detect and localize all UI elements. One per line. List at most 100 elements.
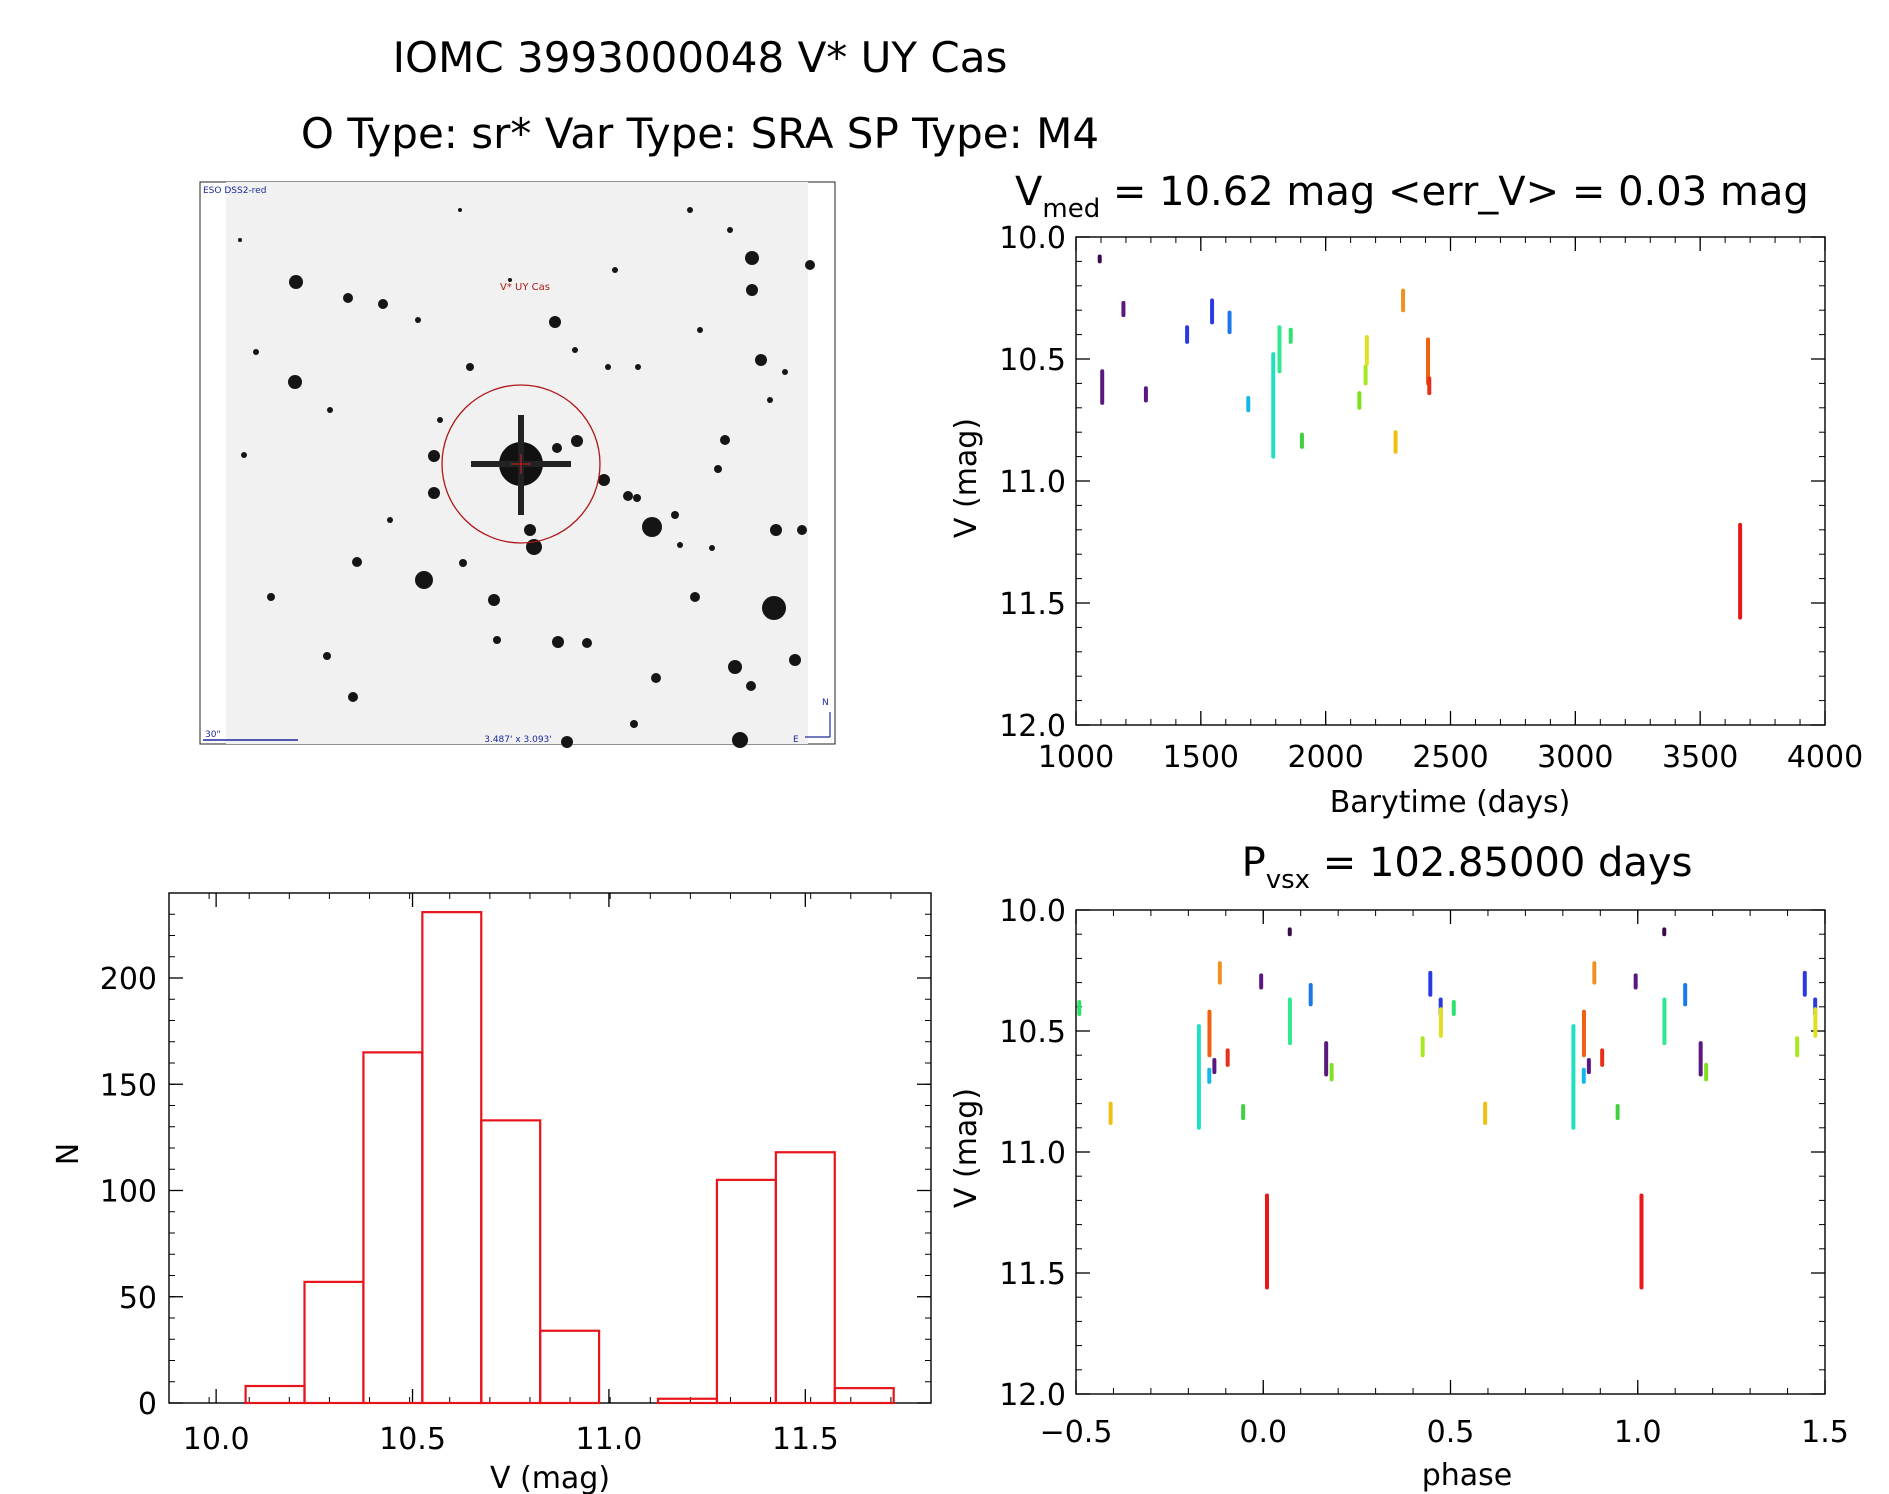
sky-star: [437, 417, 443, 423]
compass-north-label: N: [822, 698, 829, 708]
sky-star: [582, 638, 592, 648]
sky-star: [415, 317, 421, 323]
sky-star: [687, 207, 693, 213]
sky-star: [789, 654, 801, 666]
sky-star: [709, 545, 715, 551]
histogram-chart: V (mag) N 10.0 10.5 11.0 11.5 0 50 100 150 200: [51, 892, 932, 1494]
sky-star: [323, 652, 331, 660]
histogram-bar: [774, 1151, 836, 1405]
phased-xtick-label: 1.0: [1614, 1415, 1662, 1450]
sky-star: [605, 364, 611, 370]
lightcurve-xtick-label: 1000: [1038, 740, 1114, 775]
histogram-bar: [362, 1051, 424, 1405]
sky-star: [633, 494, 641, 502]
sky-star: [732, 732, 748, 748]
histogram-axes-frame: [168, 892, 932, 1404]
phased-ytick-label: 11.5: [999, 1257, 1066, 1292]
phased-title-rest: = 102.85000 days: [1310, 840, 1692, 886]
histogram-xtick-label: 11.5: [772, 1422, 839, 1457]
sky-star: [549, 316, 561, 328]
histogram-xlabel: V (mag): [490, 1461, 610, 1494]
phased-axes-frame: [1075, 909, 1826, 1395]
sky-star: [428, 450, 440, 462]
phased-chart: Pvsx = 102.85000 days phase V (mag) −0.5…: [949, 840, 1849, 1493]
lightcurve-xtick-label: 3000: [1537, 740, 1613, 775]
sky-star: [238, 238, 242, 242]
sky-star: [635, 364, 641, 370]
histogram-xtick-label: 10.0: [183, 1422, 250, 1457]
phased-xtick-label: 1.5: [1801, 1415, 1849, 1450]
sky-star: [552, 636, 564, 648]
lightcurve-ytick-label: 10.0: [999, 221, 1066, 256]
histogram-ytick-label: 0: [138, 1387, 157, 1422]
sky-star: [387, 517, 393, 523]
histogram-ytick-label: 50: [119, 1281, 157, 1316]
sky-star: [746, 284, 758, 296]
sky-star: [378, 299, 388, 309]
sky-star: [770, 524, 782, 536]
lightcurve-xtick-label: 2500: [1412, 740, 1488, 775]
histogram-xtick-label: 10.5: [379, 1422, 446, 1457]
fov-label: 3.487' x 3.093': [484, 735, 552, 745]
phased-title-main: P: [1242, 840, 1266, 886]
sky-star: [714, 465, 722, 473]
phased-xtick-label: −0.5: [1040, 1415, 1113, 1450]
phased-ylabel: V (mag): [949, 1088, 984, 1208]
sky-star: [241, 452, 247, 458]
histogram-bar: [833, 1387, 895, 1405]
lightcurve-title: Vmed = 10.62 mag <err_V> = 0.03 mag: [1015, 169, 1809, 224]
sky-star: [459, 559, 467, 567]
phased-title: Pvsx = 102.85000 days: [1242, 840, 1693, 895]
sky-star: [289, 275, 303, 289]
sky-star: [253, 349, 259, 355]
sky-star: [623, 491, 633, 501]
histogram-bar: [715, 1178, 777, 1405]
lightcurve-title-sub: med: [1042, 194, 1100, 224]
sky-star: [727, 227, 733, 233]
sky-star: [671, 511, 679, 519]
histogram-bar: [421, 911, 483, 1405]
lightcurve-xlabel: Barytime (days): [1330, 785, 1571, 820]
sky-star: [697, 327, 703, 333]
histogram-ytick-label: 150: [100, 1068, 157, 1103]
lightcurve-chart: Vmed = 10.62 mag <err_V> = 0.03 mag Bary…: [949, 169, 1863, 820]
sky-star: [493, 636, 501, 644]
sky-star: [488, 594, 500, 606]
phased-title-sub: vsx: [1266, 865, 1310, 895]
sky-star: [561, 736, 573, 748]
sky-star: [797, 525, 807, 535]
lightcurve-title-rest: = 10.62 mag <err_V> = 0.03 mag: [1100, 169, 1809, 215]
phased-ytick-label: 12.0: [999, 1378, 1066, 1413]
lightcurve-xtick-label: 2000: [1287, 740, 1363, 775]
lightcurve-ylabel: V (mag): [949, 418, 984, 538]
phased-ytick-label: 10.5: [999, 1015, 1066, 1050]
histogram-xtick-label: 11.0: [576, 1422, 643, 1457]
sky-star-field: [238, 207, 815, 748]
compass-east-label: E: [793, 735, 799, 745]
histogram-bar: [656, 1397, 719, 1405]
histogram-bar: [303, 1280, 365, 1405]
lightcurve-xtick-label: 3500: [1662, 740, 1738, 775]
target-marker: [441, 384, 601, 544]
lightcurve-axes-frame: [1075, 236, 1826, 726]
sky-star: [690, 592, 700, 602]
sky-star: [755, 354, 767, 366]
sky-star: [612, 267, 618, 273]
sky-star: [343, 293, 353, 303]
sky-star: [524, 524, 536, 536]
sky-star: [630, 720, 638, 728]
sky-star: [458, 208, 462, 212]
histogram-bar: [539, 1329, 601, 1405]
histogram-ylabel: N: [51, 1143, 86, 1165]
histogram-bar: [480, 1119, 542, 1405]
sky-star: [348, 692, 358, 702]
lightcurve-ytick-label: 11.5: [999, 587, 1066, 622]
sky-star: [746, 681, 756, 691]
sky-star: [415, 571, 433, 589]
phased-xtick-label: 0.0: [1239, 1415, 1287, 1450]
sky-star: [767, 397, 773, 403]
lightcurve-xtick-label: 1500: [1163, 740, 1239, 775]
figure-subtitle: O Type: sr* Var Type: SRA SP Type: M4: [301, 109, 1099, 158]
phased-xtick-label: 0.5: [1427, 1415, 1475, 1450]
